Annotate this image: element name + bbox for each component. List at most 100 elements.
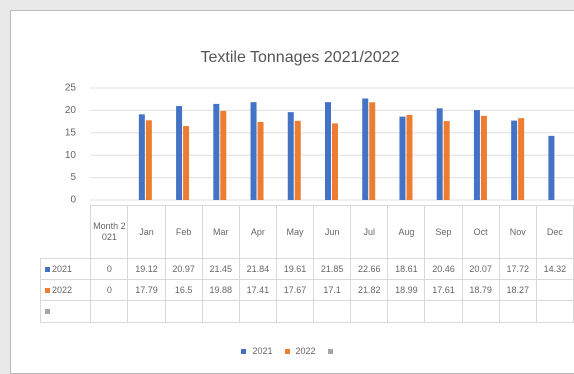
chart-title: Textile Tonnages 2021/2022: [201, 49, 400, 66]
table-cell: 18.99: [387, 279, 426, 301]
table-cell: 18.27: [498, 279, 537, 301]
bar: [332, 123, 338, 200]
table-cell: 21.84: [238, 258, 277, 280]
table-cell: 20.46: [424, 258, 463, 280]
bar: [257, 122, 264, 200]
table-cell: 19.88: [201, 279, 240, 301]
table-row: 2022 0 17.79 16.5 19.88 17.41 17.67 17.1 21.82 18…: [39, 279, 574, 301]
table-cell: 20.07: [461, 258, 500, 280]
table-cell: 17.41: [238, 279, 277, 301]
table-cell: [275, 300, 315, 323]
bar: [480, 115, 487, 200]
table-row: 2021 0 19.12 20.97 21.45 21.84 19.61 21.85 22.66…: [39, 258, 574, 280]
x-tick-label: Mar: [201, 205, 240, 259]
table-cell: 19.12: [127, 258, 166, 280]
bar: [250, 102, 257, 200]
legend-label: 2021: [252, 346, 273, 356]
table-cell: [424, 300, 463, 323]
table-cell: 20.97: [164, 258, 203, 280]
x-tick-label: May: [275, 205, 315, 259]
row-name: 2021: [52, 263, 73, 274]
row-header: 2022: [39, 279, 92, 301]
table-cell: 14.32: [535, 258, 574, 280]
x-tick-label: Jul: [350, 205, 389, 259]
bar: [548, 135, 555, 200]
table-cell: 17.79: [127, 279, 166, 301]
x-tick-label: Feb: [164, 205, 203, 259]
table-cell: 19.61: [275, 258, 315, 280]
y-tick-label: 25: [65, 83, 77, 94]
table-cell: [498, 300, 537, 323]
legend-key: [45, 287, 50, 293]
x-tick-label: Jun: [313, 205, 352, 259]
table-cell: 17.61: [424, 279, 463, 301]
table-cell: [387, 300, 426, 323]
table-cell: [90, 300, 129, 323]
table-row: [39, 300, 574, 323]
bar: [138, 114, 145, 200]
bar: [473, 110, 480, 200]
table-corner: [40, 205, 92, 259]
table-cell: [461, 300, 500, 323]
table-cell: 17.72: [498, 258, 537, 280]
x-tick-label: Aug: [387, 205, 426, 259]
y-tick-label: 15: [65, 127, 77, 138]
x-tick-label: Dec: [535, 205, 574, 259]
table-cell: [535, 279, 574, 301]
bar: [362, 98, 369, 200]
bar: [511, 120, 518, 200]
bar: [287, 112, 294, 200]
table-header-row: Month 2021 Jan Feb Mar Apr May Jun Jul Aug Sep Oct…: [40, 205, 574, 259]
table-cell: 0: [90, 279, 129, 301]
x-tick-label: Oct: [461, 205, 500, 259]
y-tick-label: 10: [65, 150, 77, 161]
bar: [213, 103, 220, 200]
legend-label: 2022: [295, 346, 316, 356]
bar: [399, 116, 406, 200]
bar: [325, 102, 331, 200]
x-tick-label: Month 2021: [90, 205, 129, 259]
row-name: 2022: [52, 284, 73, 295]
x-tick-label: Nov: [498, 205, 537, 259]
table-cell: 21.85: [313, 258, 352, 280]
legend-key: [45, 309, 50, 314]
legend-item: 2021: [238, 346, 275, 356]
y-tick-label: 0: [70, 195, 76, 206]
table-cell: [127, 300, 166, 323]
table-cell: [350, 300, 389, 323]
x-tick-label: Jan: [127, 205, 166, 259]
bar: [176, 106, 183, 200]
table-cell: [535, 300, 574, 323]
y-tick-label: 5: [70, 172, 76, 183]
bar: [436, 108, 443, 200]
row-header: 2021: [39, 258, 92, 280]
data-table: Month 2021 Jan Feb Mar Apr May Jun Jul Aug Sep Oct…: [39, 205, 574, 323]
bar: [220, 110, 227, 200]
table-cell: [238, 300, 277, 323]
legend-key: [327, 349, 333, 354]
bar: [518, 118, 525, 200]
y-tick-label: 20: [65, 105, 77, 116]
table-cell: 17.67: [275, 279, 315, 301]
bar: [369, 102, 376, 200]
table-cell: 17.1: [313, 279, 352, 301]
table-cell: 18.61: [387, 258, 426, 280]
legend-item: 2022: [282, 346, 319, 356]
legend-item: [325, 346, 336, 356]
legend: 2021 2022: [0, 346, 574, 356]
legend-key: [45, 266, 50, 272]
legend-key: [241, 349, 247, 354]
table-cell: [164, 300, 203, 323]
table-cell: 16.5: [164, 279, 203, 301]
table-cell: 0: [90, 258, 129, 280]
row-header: [39, 300, 92, 323]
legend-key: [284, 349, 290, 354]
table-cell: 22.66: [350, 258, 389, 280]
bar: [183, 126, 190, 200]
table-cell: 18.79: [461, 279, 500, 301]
x-tick-label: Apr: [238, 205, 277, 259]
table-cell: 21.45: [201, 258, 240, 280]
bar: [443, 121, 450, 200]
